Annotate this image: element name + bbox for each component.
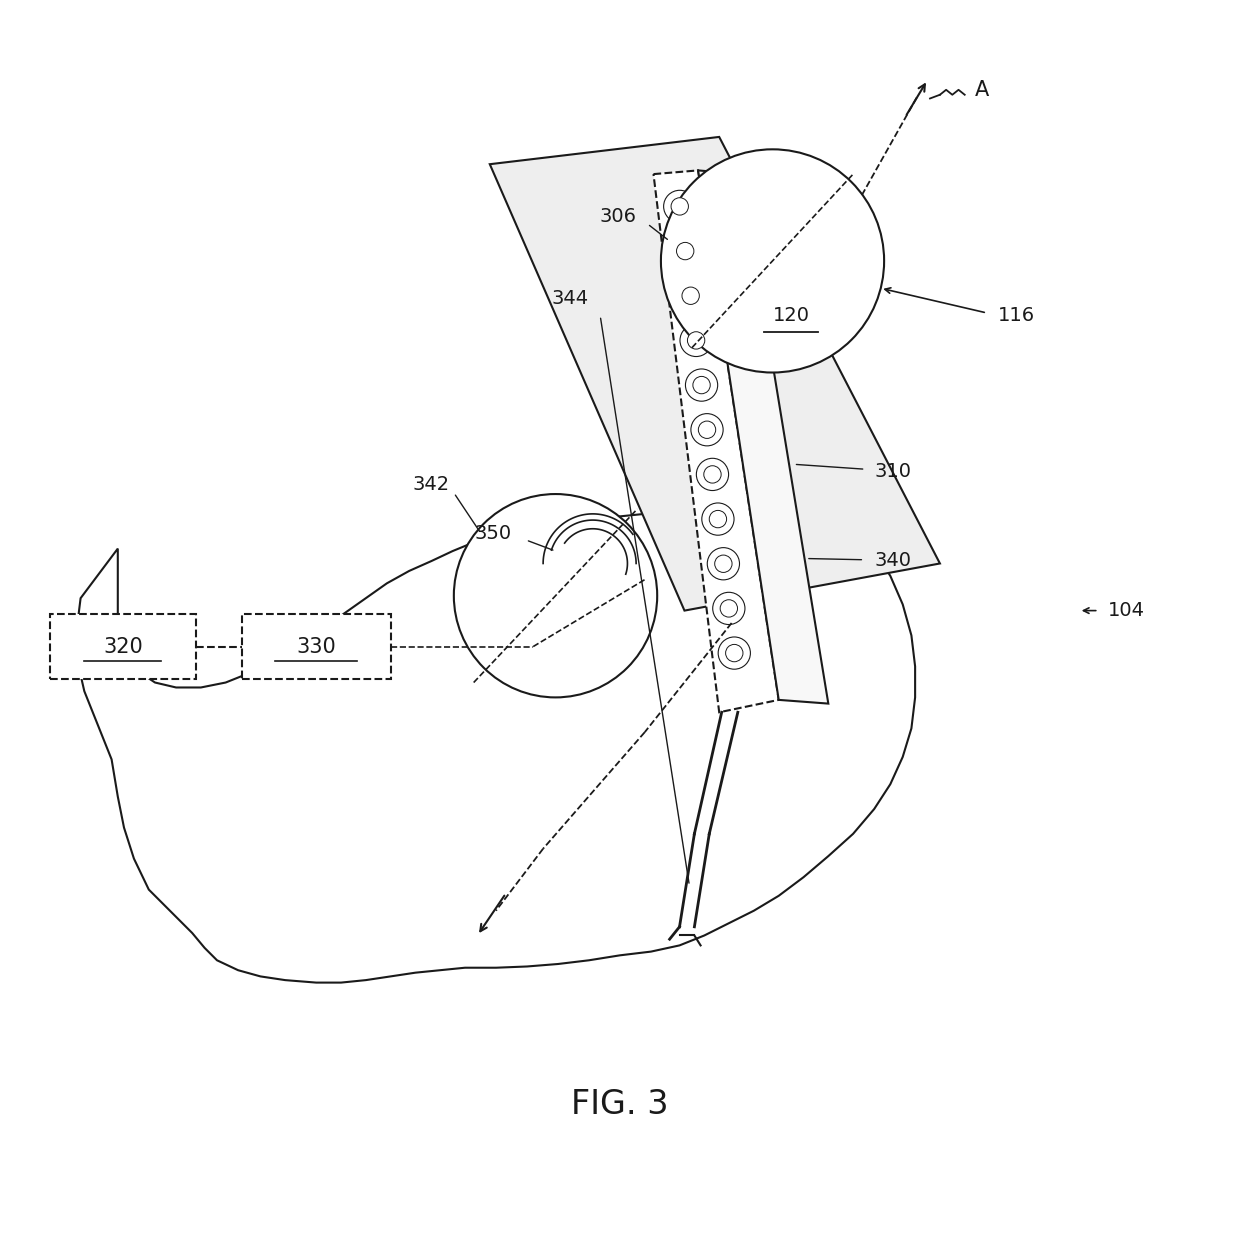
Circle shape (661, 150, 884, 373)
Text: 350: 350 (475, 525, 512, 543)
Circle shape (670, 235, 702, 267)
Text: 320: 320 (103, 637, 143, 657)
Text: 310: 310 (874, 462, 911, 481)
Text: 120: 120 (773, 307, 810, 325)
Circle shape (720, 599, 738, 617)
Polygon shape (698, 171, 828, 704)
Circle shape (693, 376, 711, 394)
Circle shape (725, 644, 743, 662)
Circle shape (682, 287, 699, 304)
Circle shape (714, 554, 732, 572)
Circle shape (697, 459, 729, 491)
Circle shape (713, 592, 745, 624)
FancyBboxPatch shape (50, 614, 196, 679)
Polygon shape (490, 137, 940, 611)
Circle shape (454, 495, 657, 698)
Polygon shape (74, 505, 915, 983)
Circle shape (663, 191, 696, 223)
Text: 344: 344 (552, 289, 589, 308)
Text: FIG. 3: FIG. 3 (572, 1088, 668, 1120)
Polygon shape (653, 171, 779, 713)
Text: 306: 306 (599, 207, 636, 226)
Text: 330: 330 (296, 637, 336, 657)
Circle shape (671, 198, 688, 216)
Circle shape (704, 466, 722, 483)
Text: 340: 340 (874, 552, 911, 571)
Circle shape (718, 637, 750, 669)
Circle shape (687, 331, 704, 349)
Circle shape (707, 548, 739, 579)
Circle shape (702, 503, 734, 536)
Text: 116: 116 (998, 307, 1035, 325)
Circle shape (686, 369, 718, 401)
Circle shape (675, 279, 707, 312)
Circle shape (691, 414, 723, 446)
Circle shape (709, 511, 727, 528)
Circle shape (677, 243, 694, 259)
Text: 342: 342 (413, 475, 450, 493)
FancyBboxPatch shape (242, 614, 391, 679)
Circle shape (680, 324, 712, 356)
Text: A: A (975, 80, 990, 100)
Circle shape (698, 421, 715, 439)
Text: 104: 104 (1107, 601, 1145, 621)
